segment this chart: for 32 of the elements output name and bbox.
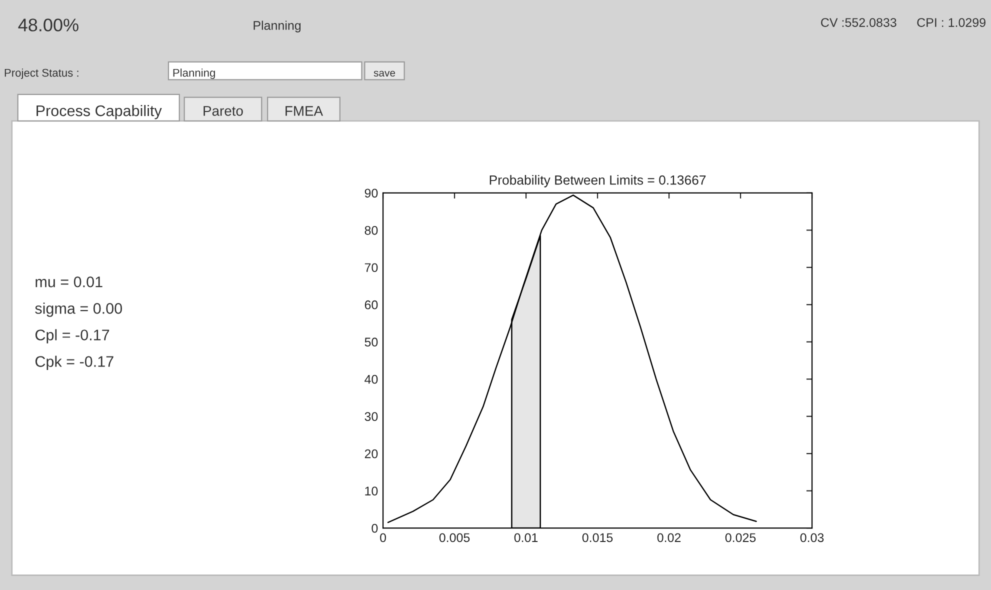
y-tick-label: 0 (372, 524, 378, 533)
text: save (374, 70, 396, 77)
text: Pareto (204, 106, 243, 116)
y-tick-label: 40 (364, 374, 378, 384)
text: CPI : 1.0299 (917, 18, 986, 27)
text: Cpk = -0.17 (35, 356, 114, 370)
y-tick-label: 50 (364, 338, 378, 347)
y-tick-label: 20 (364, 449, 378, 458)
text: Planning (254, 20, 301, 32)
text: sigma = 0.00 (35, 302, 122, 317)
y-tick-label: 80 (364, 226, 378, 235)
y-tick-label: 90 (364, 188, 378, 198)
x-tick-label: 0.005 (439, 533, 470, 542)
text: FMEA (286, 106, 324, 116)
x-tick-label: 0.03 (800, 533, 824, 542)
text: Cpl = -0.17 (35, 329, 110, 344)
x-tick-label: 0.025 (725, 533, 756, 542)
x-tick-label: 0.015 (582, 533, 613, 542)
y-tick-label: 60 (364, 300, 378, 310)
text: Project Status : (4, 68, 78, 79)
y-tick-label: 10 (365, 486, 378, 496)
text: 48.00% (18, 18, 78, 32)
text: mu = 0.01 (36, 276, 102, 288)
text: Process Capability (36, 104, 162, 120)
chart-title: Probability Between Limits = 0.13667 (490, 175, 706, 188)
x-tick-label: 0.01 (514, 533, 538, 542)
x-tick-label: 0 (380, 533, 386, 542)
x-tick-label: 0.02 (657, 533, 681, 542)
text: Planning (173, 68, 215, 79)
y-tick-label: 30 (364, 412, 378, 421)
y-tick-label: 70 (364, 263, 378, 272)
text: CV :552.0833 (821, 18, 896, 27)
